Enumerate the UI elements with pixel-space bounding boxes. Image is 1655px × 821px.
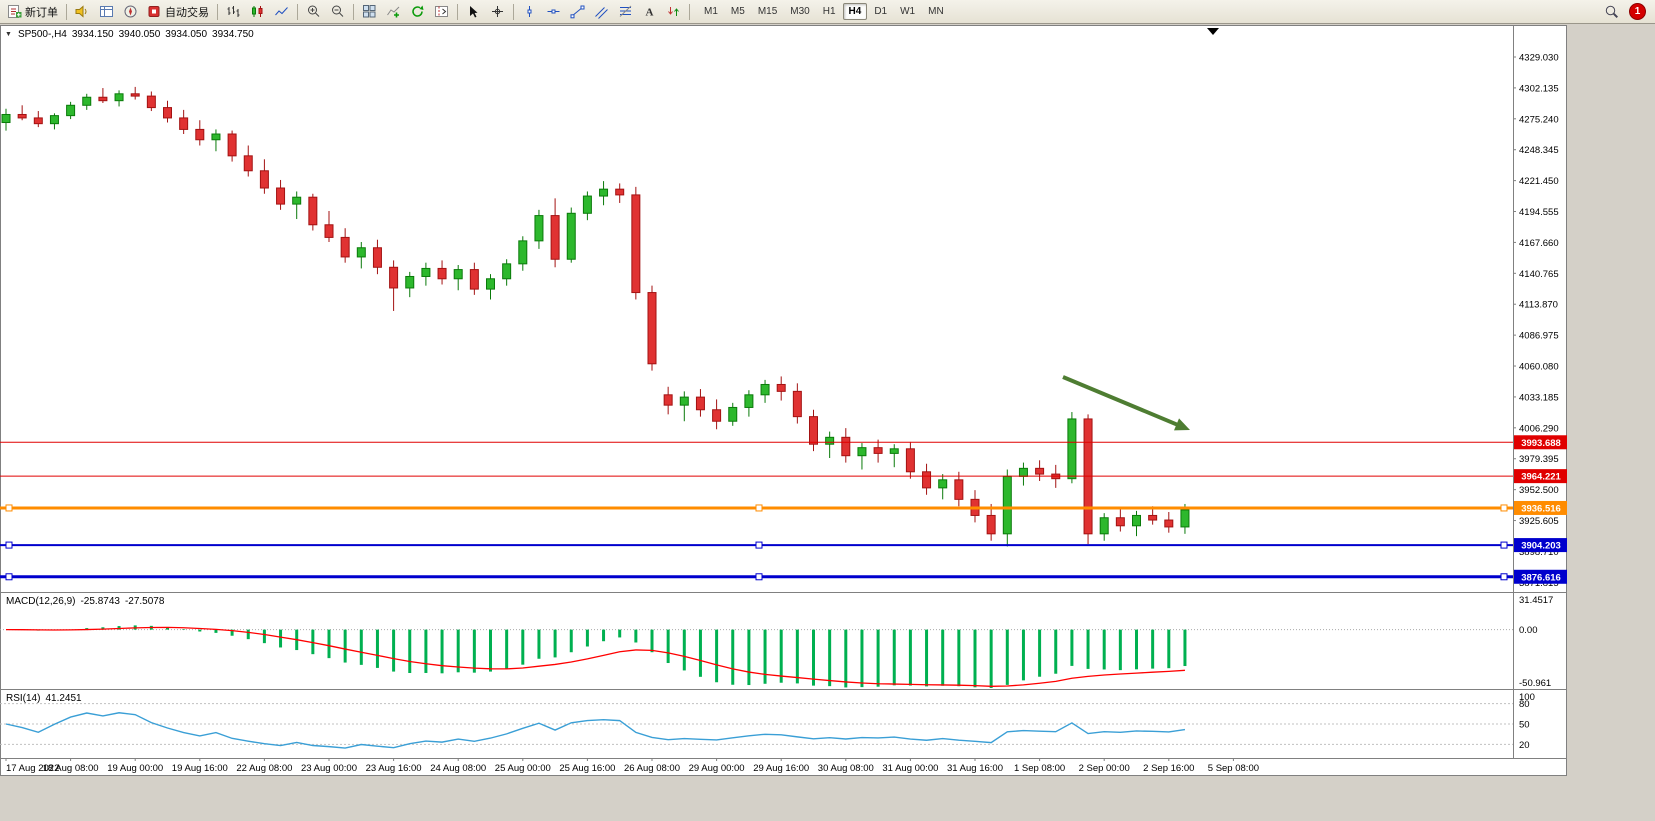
macd-pane[interactable] bbox=[0, 593, 1513, 689]
trendline-icon bbox=[570, 5, 585, 19]
timeframe-button-m30[interactable]: M30 bbox=[784, 3, 815, 20]
toolbar-right: 1 bbox=[1600, 2, 1652, 22]
chart-close: 3934.750 bbox=[212, 29, 254, 40]
auto-trading-label: 自动交易 bbox=[165, 6, 209, 19]
tile-windows-icon bbox=[363, 5, 376, 18]
zoom-in-button[interactable] bbox=[302, 2, 325, 22]
chart-ohlc-readout: ▼ SP500-,H4 3934.150 3940.050 3934.050 3… bbox=[5, 29, 254, 40]
auto-scroll-button[interactable] bbox=[406, 2, 429, 22]
chart-open: 3934.150 bbox=[71, 29, 114, 40]
rsi-name: RSI(14) bbox=[6, 693, 41, 704]
timeframe-button-h1[interactable]: H1 bbox=[817, 3, 842, 20]
timeframe-button-m5[interactable]: M5 bbox=[725, 3, 751, 20]
market-watch-button[interactable] bbox=[95, 2, 118, 22]
macd-value-signal: -27.5078 bbox=[124, 596, 165, 607]
chart-candles-button[interactable] bbox=[246, 2, 269, 22]
text-button[interactable]: A bbox=[638, 2, 661, 22]
new-order-icon bbox=[8, 5, 22, 18]
new-order-label: 新订单 bbox=[25, 6, 58, 19]
vertical-line-icon bbox=[527, 6, 532, 17]
search-button[interactable] bbox=[1600, 2, 1623, 22]
chart-bars-button[interactable] bbox=[222, 2, 245, 22]
timeframe-button-mn[interactable]: MN bbox=[922, 3, 950, 20]
zoom-out-button[interactable] bbox=[326, 2, 349, 22]
horizontal-line-button[interactable] bbox=[542, 2, 565, 22]
chart-low: 3934.050 bbox=[165, 29, 208, 40]
rsi-pane[interactable] bbox=[0, 690, 1513, 758]
one-click-trading-toggle[interactable]: ▼ bbox=[5, 31, 12, 38]
timeframe-button-h4[interactable]: H4 bbox=[842, 3, 868, 20]
auto-scroll-icon bbox=[412, 5, 424, 17]
navigator-button[interactable] bbox=[119, 2, 142, 22]
cursor-icon bbox=[470, 6, 478, 18]
navigator-icon bbox=[124, 5, 137, 18]
chart-candles-icon bbox=[252, 6, 263, 17]
auto-trading-icon bbox=[148, 6, 160, 17]
fibonacci-icon bbox=[619, 5, 632, 17]
tile-windows-button[interactable] bbox=[358, 2, 381, 22]
chart-line-icon bbox=[275, 7, 288, 16]
toolbar-separator bbox=[66, 3, 67, 20]
chart-line-button[interactable] bbox=[270, 2, 293, 22]
channel-icon bbox=[595, 7, 608, 19]
sound-button[interactable] bbox=[71, 2, 94, 22]
chart-bars-icon bbox=[227, 6, 240, 17]
timeframe-button-w1[interactable]: W1 bbox=[894, 3, 921, 20]
timeframe-button-m15[interactable]: M15 bbox=[752, 3, 783, 20]
vertical-line-button[interactable] bbox=[518, 2, 541, 22]
macd-name: MACD(12,26,9) bbox=[6, 596, 76, 607]
notification-badge[interactable]: 1 bbox=[1629, 3, 1646, 20]
trendline-button[interactable] bbox=[566, 2, 589, 22]
rsi-label: RSI(14) 41.2451 bbox=[6, 693, 82, 704]
new-order-button[interactable]: 新订单 bbox=[3, 2, 62, 22]
toolbar-separator bbox=[353, 3, 354, 20]
zoom-out-icon bbox=[332, 5, 344, 17]
price-axis[interactable] bbox=[1513, 25, 1567, 758]
chart-symbol: SP500-,H4 bbox=[17, 29, 67, 40]
time-axis[interactable] bbox=[0, 758, 1513, 776]
search-icon bbox=[1605, 5, 1619, 19]
cursor-button[interactable] bbox=[462, 2, 485, 22]
crosshair-icon bbox=[492, 6, 503, 17]
chart-shift-icon bbox=[435, 6, 448, 17]
arrows-button[interactable] bbox=[662, 2, 685, 22]
toolbar-separator bbox=[217, 3, 218, 20]
timeframe-group: M1 M5 M15 M30 H1 H4 D1 W1 MN bbox=[698, 3, 950, 20]
main-chart-pane[interactable] bbox=[0, 25, 1513, 592]
crosshair-button[interactable] bbox=[486, 2, 509, 22]
macd-label: MACD(12,26,9) -25.8743 -27.5078 bbox=[6, 596, 164, 607]
toolbar-separator bbox=[297, 3, 298, 20]
channel-button[interactable] bbox=[590, 2, 613, 22]
toolbar-separator bbox=[513, 3, 514, 20]
svg-text:A: A bbox=[646, 7, 654, 19]
indicators-button[interactable] bbox=[382, 2, 405, 22]
fibonacci-button[interactable] bbox=[614, 2, 637, 22]
indicators-icon bbox=[387, 6, 400, 18]
arrows-icon bbox=[668, 7, 679, 16]
rsi-value: 41.2451 bbox=[45, 693, 82, 704]
toolbar-separator bbox=[457, 3, 458, 20]
timeframe-button-m1[interactable]: M1 bbox=[698, 3, 724, 20]
macd-value-main: -25.8743 bbox=[80, 596, 120, 607]
sound-icon bbox=[75, 5, 87, 18]
toolbar: 新订单 自动交易 bbox=[0, 0, 1655, 24]
chart-shift-button[interactable] bbox=[430, 2, 453, 22]
timeframe-button-d1[interactable]: D1 bbox=[868, 3, 893, 20]
chart-high: 3940.050 bbox=[118, 29, 161, 40]
market-watch-icon bbox=[100, 6, 113, 17]
auto-trading-button[interactable]: 自动交易 bbox=[143, 2, 213, 22]
zoom-in-icon bbox=[308, 5, 320, 17]
toolbar-separator bbox=[689, 3, 690, 20]
horizontal-line-icon bbox=[547, 9, 560, 14]
text-icon: A bbox=[646, 7, 654, 19]
